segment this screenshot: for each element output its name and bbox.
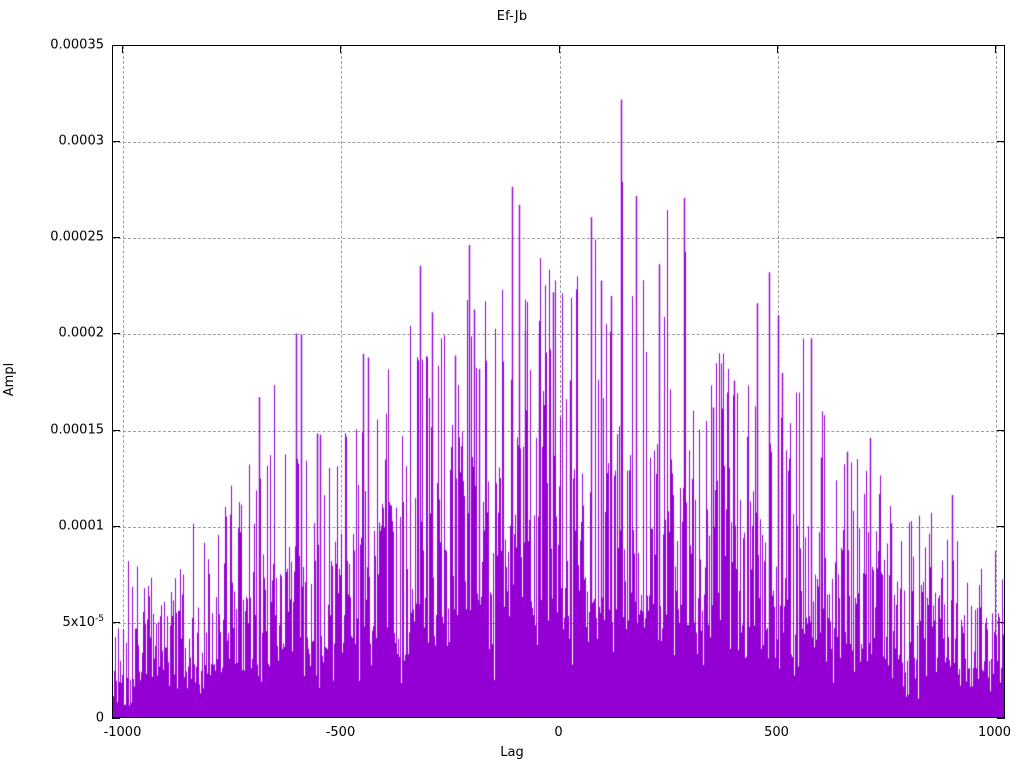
- y-tick-mark: [997, 718, 1005, 719]
- y-tick-label: 0: [95, 710, 104, 726]
- y-axis-tick-labels: 0 5x10-5 0.0001 0.00015 0.0002 0.00025 0.0003 0…: [0, 0, 104, 768]
- x-tick-label: 0: [554, 725, 563, 740]
- y-tick-label: 0.00025: [50, 229, 104, 245]
- impulse-series-canvas: [113, 46, 1004, 717]
- x-tick-label: -1000: [103, 725, 142, 740]
- plot-area: [112, 45, 1005, 718]
- y-tick-label: 0.0001: [58, 518, 105, 534]
- y-tick-label: 0.0003: [58, 133, 105, 149]
- y-tick-label: 5x10-5: [62, 613, 105, 631]
- page-title: Ef-Jb: [496, 9, 528, 24]
- x-tick-label: -500: [325, 725, 356, 740]
- y-tick-mark: [112, 718, 120, 719]
- y-tick-label: 0.0002: [58, 325, 105, 341]
- y-tick-label: 0.00015: [50, 422, 104, 438]
- x-axis-label: Lag: [500, 745, 524, 760]
- y-tick-label: 0.00035: [50, 37, 104, 53]
- x-tick-label: 500: [764, 725, 789, 740]
- x-tick-label: 1000: [977, 725, 1012, 740]
